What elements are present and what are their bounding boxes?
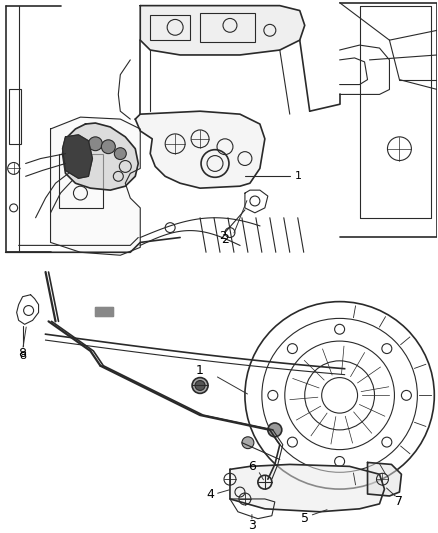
Circle shape — [242, 437, 254, 449]
Bar — [95, 306, 113, 317]
Bar — [150, 15, 190, 40]
Polygon shape — [95, 306, 113, 317]
Text: 1: 1 — [295, 171, 302, 181]
Circle shape — [114, 148, 126, 159]
Text: 8: 8 — [19, 348, 27, 360]
Text: 7: 7 — [396, 495, 403, 508]
Text: 2: 2 — [219, 230, 226, 240]
Text: 3: 3 — [248, 519, 256, 532]
Polygon shape — [367, 463, 401, 496]
Polygon shape — [140, 6, 305, 55]
Bar — [200, 13, 255, 42]
Polygon shape — [230, 464, 385, 512]
Polygon shape — [50, 117, 140, 255]
Polygon shape — [135, 111, 265, 188]
Circle shape — [101, 140, 115, 154]
Text: 5: 5 — [301, 512, 309, 525]
Text: 8: 8 — [19, 351, 26, 361]
Text: 1: 1 — [196, 364, 204, 377]
Circle shape — [192, 377, 208, 393]
Bar — [9, 90, 21, 144]
Text: 2: 2 — [221, 233, 229, 246]
Circle shape — [195, 381, 205, 390]
Circle shape — [268, 423, 282, 437]
Text: 4: 4 — [206, 488, 214, 500]
Polygon shape — [63, 135, 92, 179]
Bar — [59, 154, 103, 208]
Circle shape — [88, 137, 102, 151]
Text: 6: 6 — [248, 460, 256, 473]
Polygon shape — [63, 123, 138, 190]
